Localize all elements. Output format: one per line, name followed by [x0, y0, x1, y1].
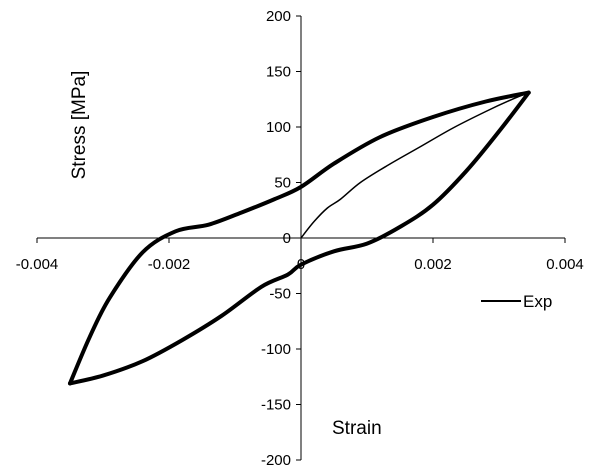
y-tick-label: -100: [261, 341, 291, 358]
x-tick-label: 0.002: [414, 256, 452, 273]
y-tick-label: -50: [269, 286, 291, 303]
series-line-initial-loading: [300, 91, 530, 239]
x-tick-label: -0.002: [148, 256, 191, 273]
y-tick-label: -200: [261, 452, 291, 469]
y-tick-label: 150: [266, 64, 291, 81]
series-line-reloading-to-tension: [68, 90, 531, 386]
series-line-unloading-to-compression: [68, 90, 531, 386]
tick-marks: [36, 15, 566, 461]
x-tick-label: 0.004: [546, 256, 584, 273]
y-tick-label: 200: [266, 8, 291, 25]
legend-label-exp: Exp: [523, 292, 552, 311]
y-tick-label: 50: [274, 175, 291, 192]
y-axis-title: Stress [MPa]: [69, 71, 90, 180]
series-lines: [68, 90, 531, 386]
y-tick-label: -150: [261, 397, 291, 414]
y-tick-label: 100: [266, 119, 291, 136]
legend: Exp: [481, 292, 552, 311]
x-axis-title: Strain: [332, 418, 382, 439]
y-tick-label: 0: [283, 230, 291, 247]
tick-labels: -0.004 -0.002 0 0.002 0.004-200-150-100-5005…: [16, 8, 584, 469]
x-tick-label: -0.004: [16, 256, 59, 273]
